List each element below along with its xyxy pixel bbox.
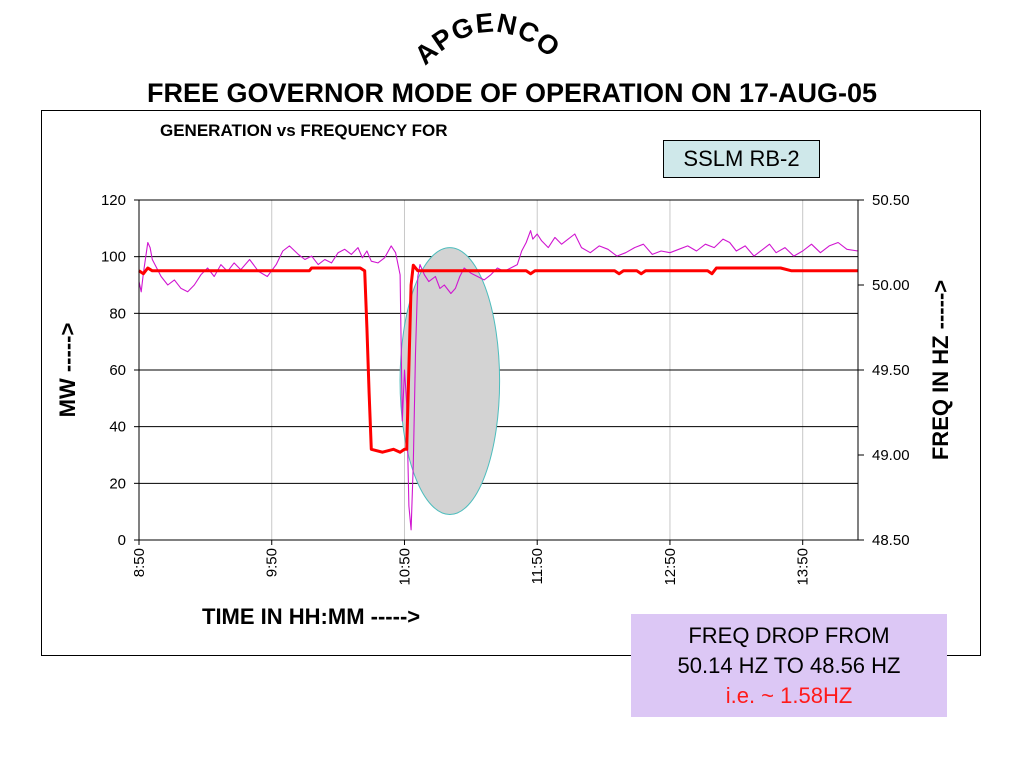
x-tick-label: 13:50	[795, 548, 812, 586]
annotation-line-3: i.e. ~ 1.58HZ	[725, 683, 853, 708]
y-axis-left-label: MW ----->	[55, 322, 80, 418]
y-left-tick-label: 0	[118, 532, 126, 549]
y-right-tick-label: 49.50	[872, 362, 910, 379]
chart-title: GENERATION vs FREQUENCY FOR	[160, 121, 448, 140]
brand-logo: APGENCO	[409, 7, 565, 70]
y-right-tick-label: 50.00	[872, 277, 910, 294]
unit-label-box: SSLM RB-2	[663, 140, 820, 178]
x-tick-label: 8:50	[131, 548, 148, 577]
x-axis-label: TIME IN HH:MM ----->	[202, 604, 421, 629]
chart-grid	[138, 199, 858, 540]
series-freq-line	[138, 230, 859, 531]
y-right-tick-label: 48.50	[872, 532, 910, 549]
x-tick-label: 12:50	[662, 548, 679, 586]
chart-series	[138, 230, 859, 531]
y-left-tick-label: 20	[109, 475, 126, 492]
y-left-tick-label: 120	[101, 192, 126, 209]
chart-axes: 8:50 9:50 10:50 11:50 12:50 13:50 0 20 40 60 80 100…	[101, 192, 910, 586]
annotation-line-2: 50.14 HZ TO 48.56 HZ	[677, 653, 901, 678]
y-left-tick-label: 80	[109, 305, 126, 322]
x-tick-label: 9:50	[264, 548, 281, 577]
y-axis-right-label: FREQ IN HZ ----->	[928, 279, 953, 461]
y-left-tick-label: 40	[109, 419, 126, 436]
highlight-ellipse	[399, 247, 501, 515]
annotation-line-1: FREQ DROP FROM	[688, 623, 890, 648]
page-title: FREE GOVERNOR MODE OF OPERATION ON 17-AU…	[146, 78, 878, 108]
annotation-box: FREQ DROP FROM 50.14 HZ TO 48.56 HZ i.e.…	[631, 614, 947, 717]
y-right-tick-label: 50.50	[872, 192, 910, 209]
chart-frame	[41, 110, 981, 656]
y-right-tick-label: 49.00	[872, 447, 910, 464]
y-left-tick-label: 100	[101, 249, 126, 266]
y-left-tick-label: 60	[109, 362, 126, 379]
x-tick-label: 10:50	[396, 548, 413, 586]
x-tick-label: 11:50	[529, 548, 546, 584]
series-mw-line	[138, 263, 858, 454]
